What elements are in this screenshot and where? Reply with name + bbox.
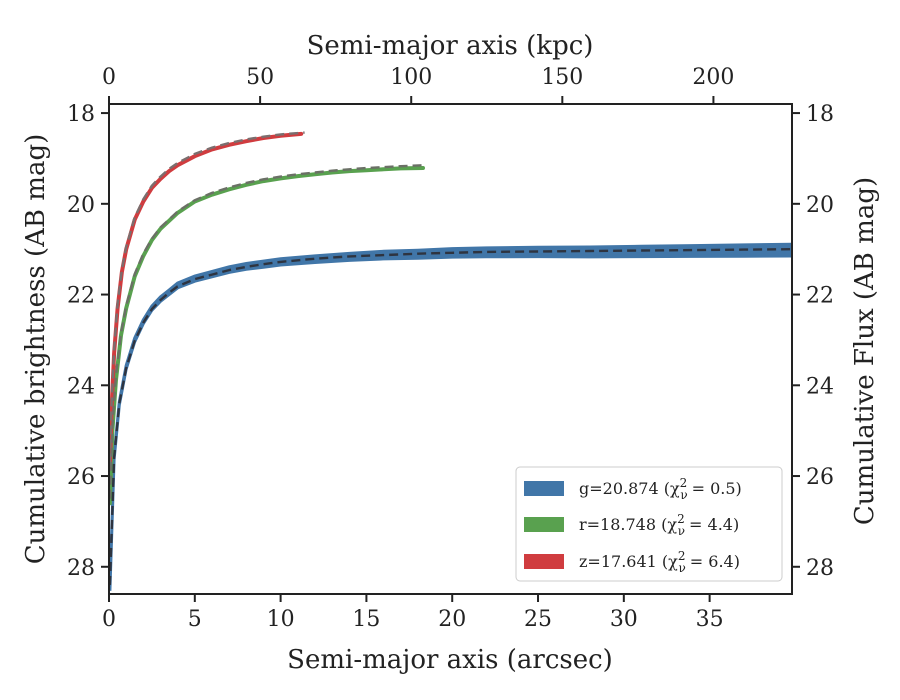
x-top-axis-label: Semi-major axis (kpc) [307,31,594,61]
legend-swatch-g [524,481,564,496]
y-right-axis-label: Cumulative Flux (AB mag) [850,177,880,525]
legend-entry-r: r=18.748 (χ2 ν = 4.4) [579,512,739,538]
x-top-tick-label: 100 [390,65,432,90]
model-curve-r [109,164,424,499]
y-tick-label: 24 [67,374,95,399]
y-tick-label: 20 [67,193,95,218]
ticks-layer: 0 5 10 15 20 25 30 35 0 50 100 150 200 18 18 20 20 22 22 24… [67,65,834,632]
x-tick-label: 0 [102,607,116,632]
y-right-tick-label: 22 [806,284,834,309]
x-tick-label: 5 [188,607,202,632]
plot-frame [108,103,793,595]
x-tick-label: 10 [267,607,295,632]
series-g-band [109,242,792,591]
series-line-r [109,166,425,506]
x-tick-label: 20 [438,607,466,632]
x-top-tick-label: 0 [102,65,116,90]
y-right-tick-label: 20 [806,193,834,218]
x-tick-label: 25 [524,607,552,632]
legend-box [515,466,783,582]
x-tick-label: 35 [696,607,724,632]
legend-entry-z: z=17.641 (χ2 ν = 6.4) [579,549,740,575]
y-tick-label: 28 [67,556,95,581]
x-top-tick-label: 200 [692,65,734,90]
x-top-tick-label: 50 [246,65,274,90]
series-layer [109,131,792,591]
series-line-z [109,131,304,469]
model-curve-g [109,248,792,585]
y-right-tick-label: 18 [806,102,834,127]
model-curve-z [109,131,305,463]
y-tick-label: 18 [67,102,95,127]
y-right-tick-label: 24 [806,374,834,399]
y-tick-label: 22 [67,284,95,309]
y-axis-label: Cumulative brightness (AB mag) [21,134,51,565]
legend: g=20.874 (χ2 ν = 0.5) r=18.748 (χ2 ν = 4.4) … [515,466,783,582]
x-tick-label: 30 [610,607,638,632]
y-right-tick-label: 26 [806,465,834,490]
legend-entry-g: g=20.874 (χ2 ν = 0.5) [579,476,742,502]
x-tick-label: 15 [352,607,380,632]
y-right-tick-label: 28 [806,556,834,581]
y-tick-label: 26 [67,465,95,490]
x-top-tick-label: 150 [541,65,583,90]
legend-swatch-r [524,517,564,532]
x-axis-label: Semi-major axis (arcsec) [287,645,613,675]
legend-swatch-z [524,554,564,569]
